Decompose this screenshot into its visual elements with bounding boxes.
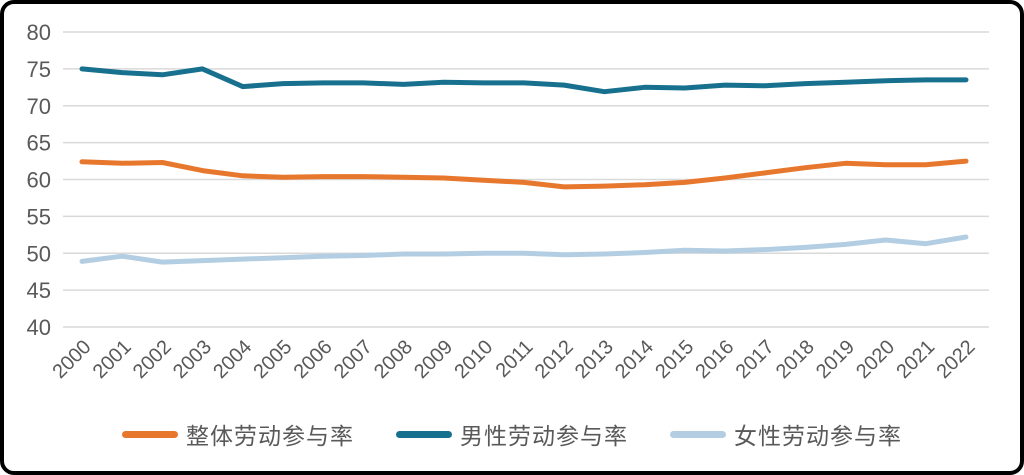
- legend-label-female: 女性劳动参与率: [734, 423, 902, 449]
- legend-label-male: 男性劳动参与率: [460, 423, 628, 449]
- legend-item-overall: 整体劳动参与率: [122, 417, 354, 451]
- x-tick-label: 2007: [330, 336, 377, 383]
- x-tick-label: 2004: [209, 336, 256, 383]
- x-tick-label: 2022: [933, 336, 980, 383]
- legend-item-male: 男性劳动参与率: [396, 417, 628, 451]
- x-tick-label: 2006: [290, 336, 337, 383]
- series-line-male: [79, 66, 969, 95]
- x-tick-label: 2003: [169, 336, 216, 383]
- x-tick-label: 2020: [852, 336, 899, 383]
- x-tick-label: 2016: [691, 336, 738, 383]
- x-tick-label: 2017: [732, 336, 779, 383]
- labor-participation-chart: 4045505560657075802000200120022003200420…: [27, 20, 989, 383]
- series-line-female: [79, 234, 969, 265]
- y-tick-label: 75: [27, 57, 51, 82]
- legend-swatch-male: [396, 430, 452, 438]
- y-tick-label: 40: [27, 315, 51, 340]
- x-tick-label: 2014: [611, 336, 658, 383]
- x-tick-label: 2012: [531, 336, 578, 383]
- y-tick-label: 55: [27, 204, 51, 229]
- x-tick-label: 2018: [772, 336, 819, 383]
- legend-swatch-female: [670, 430, 726, 438]
- y-tick-label: 80: [27, 20, 51, 45]
- legend-item-female: 女性劳动参与率: [670, 417, 902, 451]
- legend-swatch-overall: [122, 430, 178, 438]
- x-tick-label: 2000: [49, 336, 96, 383]
- x-tick-label: 2005: [249, 336, 296, 383]
- y-tick-label: 65: [27, 131, 51, 156]
- y-tick-label: 50: [27, 241, 51, 266]
- y-tick-label: 70: [27, 94, 51, 119]
- x-tick-label: 2010: [450, 336, 497, 383]
- x-tick-label: 2009: [410, 336, 457, 383]
- x-tick-label: 2019: [812, 336, 859, 383]
- chart-legend: 整体劳动参与率 男性劳动参与率 女性劳动参与率: [4, 398, 1020, 470]
- x-tick-label: 2021: [892, 336, 939, 383]
- x-tick-label: 2002: [129, 336, 176, 383]
- y-tick-label: 45: [27, 278, 51, 303]
- x-tick-label: 2015: [651, 336, 698, 383]
- x-tick-label: 2001: [89, 336, 136, 383]
- x-tick-label: 2008: [370, 336, 417, 383]
- series-line-overall: [79, 158, 969, 190]
- legend-label-overall: 整体劳动参与率: [186, 423, 354, 449]
- y-tick-label: 60: [27, 168, 51, 193]
- x-tick-label: 2013: [571, 336, 618, 383]
- x-tick-label: 2011: [492, 336, 538, 382]
